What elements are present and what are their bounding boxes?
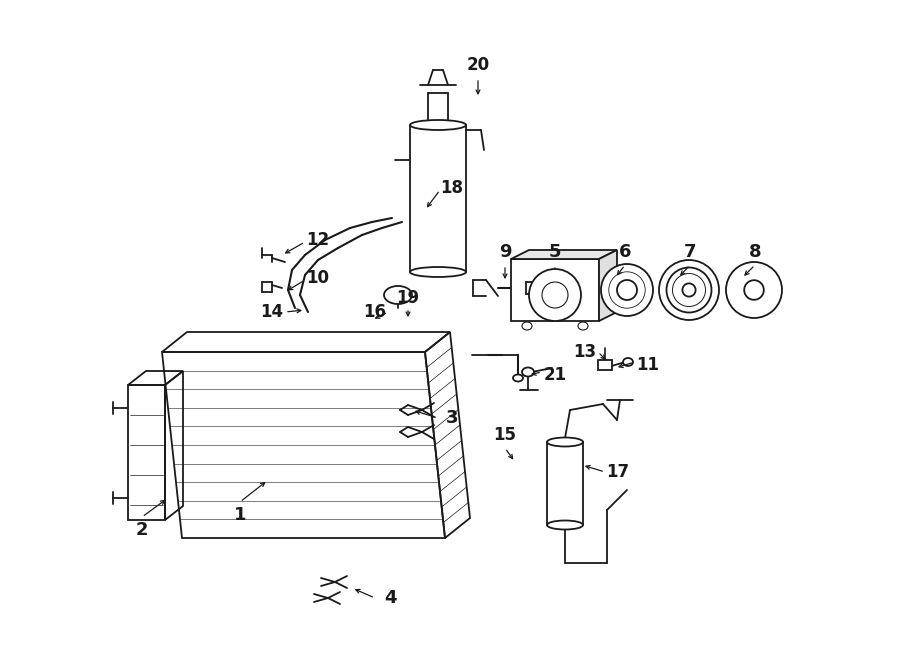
Ellipse shape xyxy=(623,358,633,366)
Ellipse shape xyxy=(410,120,466,130)
Text: 3: 3 xyxy=(446,409,458,427)
Bar xyxy=(598,360,612,370)
Ellipse shape xyxy=(384,286,412,304)
Text: 17: 17 xyxy=(607,463,630,481)
Text: 19: 19 xyxy=(396,289,419,307)
Circle shape xyxy=(659,260,719,320)
Text: 9: 9 xyxy=(499,243,511,261)
Circle shape xyxy=(601,264,653,316)
Ellipse shape xyxy=(547,438,583,446)
Ellipse shape xyxy=(578,322,588,330)
Text: 18: 18 xyxy=(440,179,464,197)
Text: 16: 16 xyxy=(364,303,386,321)
Polygon shape xyxy=(599,250,617,321)
Bar xyxy=(128,385,165,520)
Text: 5: 5 xyxy=(549,243,562,261)
Text: 2: 2 xyxy=(136,521,149,539)
Circle shape xyxy=(744,280,764,300)
Ellipse shape xyxy=(547,520,583,529)
Polygon shape xyxy=(511,250,617,259)
Text: 14: 14 xyxy=(260,303,284,321)
Text: 21: 21 xyxy=(544,366,567,384)
Text: 4: 4 xyxy=(383,589,396,607)
Ellipse shape xyxy=(410,267,466,277)
Bar xyxy=(526,282,542,294)
Text: 11: 11 xyxy=(636,356,660,374)
Text: 7: 7 xyxy=(684,243,697,261)
Text: 1: 1 xyxy=(234,506,247,524)
Text: 20: 20 xyxy=(466,56,490,74)
Text: 8: 8 xyxy=(749,243,761,261)
Text: 12: 12 xyxy=(306,231,329,249)
Text: 6: 6 xyxy=(619,243,631,261)
Circle shape xyxy=(617,280,637,300)
Ellipse shape xyxy=(513,375,523,381)
Text: 15: 15 xyxy=(493,426,517,444)
Circle shape xyxy=(682,284,696,297)
Text: 13: 13 xyxy=(573,343,597,361)
Circle shape xyxy=(529,269,581,321)
Ellipse shape xyxy=(522,368,534,377)
Text: 10: 10 xyxy=(307,269,329,287)
Ellipse shape xyxy=(522,322,532,330)
Polygon shape xyxy=(511,259,599,321)
Circle shape xyxy=(726,262,782,318)
